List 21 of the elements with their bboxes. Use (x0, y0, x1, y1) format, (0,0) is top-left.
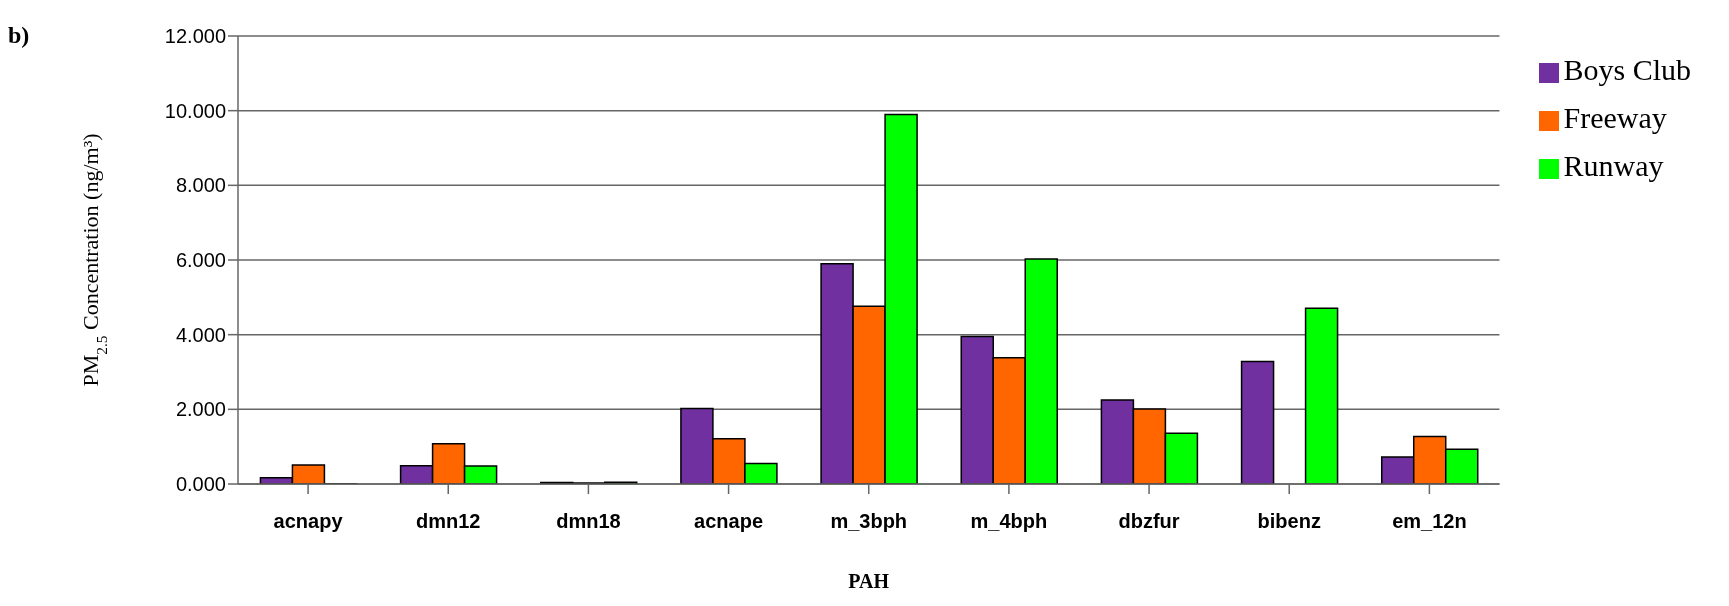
x-tick-label: acnape (694, 510, 764, 533)
y-tick-label: 2.000 (175, 398, 226, 421)
x-tick-label: em_12n (1392, 510, 1467, 533)
x-tick-label: dbzfur (1118, 510, 1180, 533)
legend-label: Freeway (1563, 101, 1667, 134)
y-tick-label: 0.000 (175, 473, 226, 496)
y-tick-label: 12.000 (164, 25, 226, 48)
legend-label: Boys Club (1563, 53, 1691, 86)
x-axis-title: PAH (848, 570, 890, 592)
x-tick-label: dmn12 (416, 510, 481, 533)
x-tick-label: m_4bph (970, 510, 1048, 533)
text: b) (8, 22, 30, 49)
y-tick-label: 10.000 (164, 99, 226, 122)
x-tick-label: m_3bph (830, 510, 908, 533)
legend-label: Runway (1563, 149, 1664, 182)
x-tick-label: bibenz (1257, 510, 1321, 533)
y-tick-label: 6.000 (175, 249, 226, 272)
y-tick-label: 8.000 (175, 174, 226, 197)
y-tick-label: 4.000 (175, 323, 226, 346)
x-tick-label: dmn18 (556, 510, 621, 533)
x-tick-label: acnapy (273, 510, 344, 533)
